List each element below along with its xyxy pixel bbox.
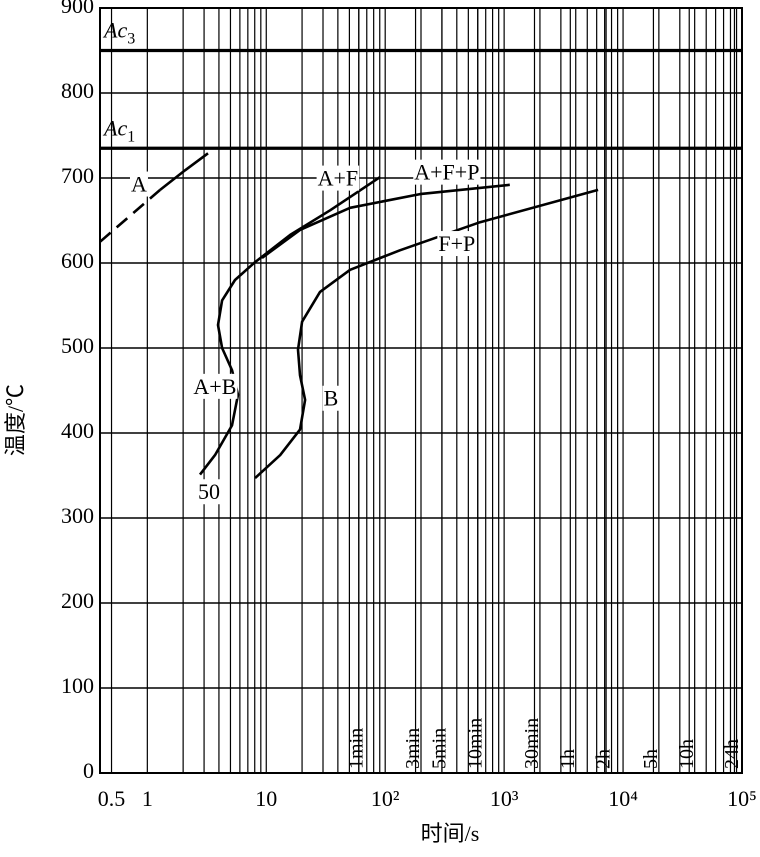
x-tick-label: 1 [142, 786, 153, 811]
critical-label-sub: 1 [127, 128, 135, 145]
curve [198, 176, 381, 476]
x-tick-label: 10⁵ [727, 786, 757, 811]
region-label: B [324, 386, 339, 411]
critical-label-text: Ac [102, 115, 127, 140]
curve [254, 188, 599, 480]
time-marker-label: 1min [345, 728, 367, 769]
time-marker-label: 24h [721, 739, 743, 769]
y-tick-label: 100 [61, 673, 94, 698]
region-label: A+F [318, 166, 359, 191]
y-tick-label: 0 [83, 758, 94, 783]
x-tick-label: 10⁴ [608, 786, 638, 811]
y-tick-label: 500 [61, 333, 94, 358]
time-marker-label: 3min [402, 728, 424, 769]
x-tick-label: 10² [371, 786, 400, 811]
region-label: A+F+P [414, 160, 479, 185]
y-tick-label: 600 [61, 248, 94, 273]
region-label: 50 [198, 479, 220, 504]
critical-line-label: Ac3 [102, 18, 135, 48]
x-tick-label: 10³ [490, 786, 519, 811]
label-background [413, 159, 481, 185]
region-label: A [131, 172, 147, 197]
curve [261, 183, 510, 259]
y-tick-label: 800 [61, 78, 94, 103]
time-marker-label: 5min [429, 728, 451, 769]
label-background [437, 231, 477, 257]
time-marker-label: 30min [521, 718, 543, 769]
curve [99, 188, 161, 243]
x-tick-label: 10 [255, 786, 277, 811]
plot-frame [99, 7, 743, 774]
y-tick-label: 900 [61, 0, 94, 18]
critical-line-label: Ac1 [102, 115, 135, 145]
label-background [322, 385, 340, 411]
region-label: F+P [438, 231, 475, 256]
region-label: A+B [193, 374, 236, 399]
time-marker-label: 5h [640, 749, 662, 769]
time-marker-label: 2h [593, 749, 615, 769]
time-marker-label: 10min [464, 718, 486, 769]
x-axis-title: 时间/s [421, 821, 480, 846]
time-marker-label: 10h [676, 739, 698, 769]
label-background [129, 171, 148, 197]
label-background [192, 373, 238, 399]
y-tick-label: 200 [61, 588, 94, 613]
label-background [316, 165, 360, 191]
y-tick-label: 700 [61, 163, 94, 188]
y-tick-label: 400 [61, 418, 94, 443]
critical-label-sub: 3 [127, 30, 135, 47]
x-tick-label: 0.5 [98, 786, 126, 811]
label-background [196, 479, 221, 505]
curve [159, 152, 209, 191]
critical-label-text: Ac [102, 18, 127, 43]
y-tick-label: 300 [61, 503, 94, 528]
y-axis-title: 温度/℃ [3, 384, 28, 456]
time-marker-label: 1h [557, 749, 579, 769]
